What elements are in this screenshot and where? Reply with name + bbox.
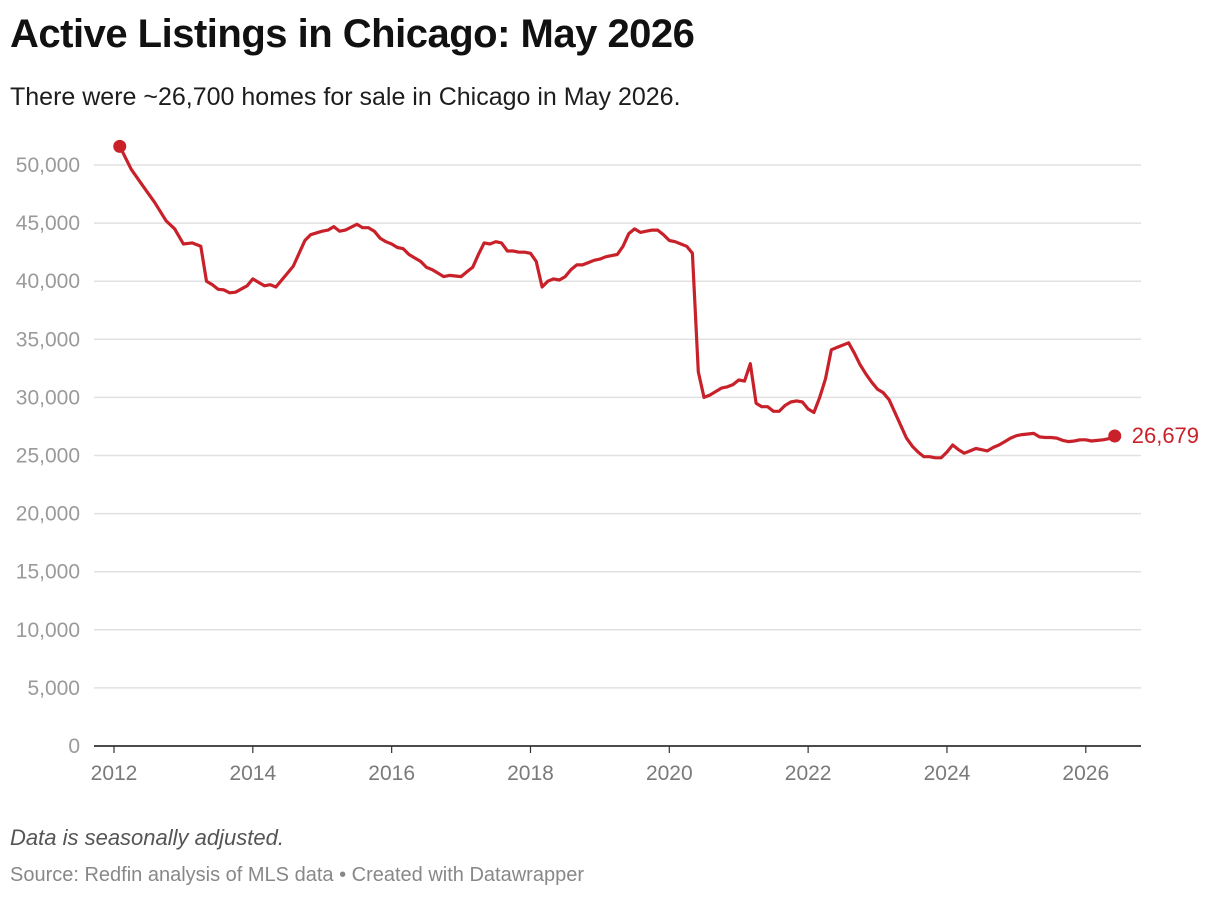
y-tick-label: 10,000 [16,619,80,642]
x-tick-label: 2020 [646,762,693,785]
footnote: Data is seasonally adjusted. [10,825,284,850]
x-tick-label: 2014 [229,762,276,785]
page-subtitle: There were ~26,700 homes for sale in Chi… [10,83,681,111]
x-axis-tick-labels: 2012 2014 2016 2018 2020 2022 2024 2026 [91,746,1109,785]
x-tick-label: 2026 [1062,762,1109,785]
y-tick-label: 40,000 [16,270,80,293]
x-tick-label: 2024 [924,762,971,785]
credit-text: Created with Datawrapper [351,864,584,886]
series-line [118,144,1117,460]
separator-dot: • [333,864,352,886]
y-tick-label: 30,000 [16,386,80,409]
y-tick-label: 15,000 [16,561,80,584]
x-tick-label: 2022 [785,762,832,785]
start-point-marker [113,139,127,153]
source-line: Source: Redfin analysis of MLS data • Cr… [10,864,584,887]
page-title: Active Listings in Chicago: May 2026 [10,12,695,56]
series-layer [113,139,1122,460]
x-tick-label: 2016 [368,762,415,785]
y-tick-label: 35,000 [16,328,80,351]
y-tick-label: 0 [68,735,80,758]
end-point-marker [1108,429,1122,443]
gridlines [94,164,1141,689]
y-tick-label: 45,000 [16,212,80,235]
x-tick-label: 2012 [91,762,138,785]
y-tick-label: 25,000 [16,445,80,468]
y-tick-label: 5,000 [27,677,80,700]
x-tick-label: 2018 [507,762,554,785]
source-text: Source: Redfin analysis of MLS data [10,864,334,886]
y-axis-tick-labels: 0 5,000 10,000 15,000 20,000 25,000 30,000 35,0… [16,154,80,758]
y-tick-label: 50,000 [16,154,80,177]
end-value-label: 26,679 [1132,423,1199,448]
y-tick-label: 20,000 [16,503,80,526]
